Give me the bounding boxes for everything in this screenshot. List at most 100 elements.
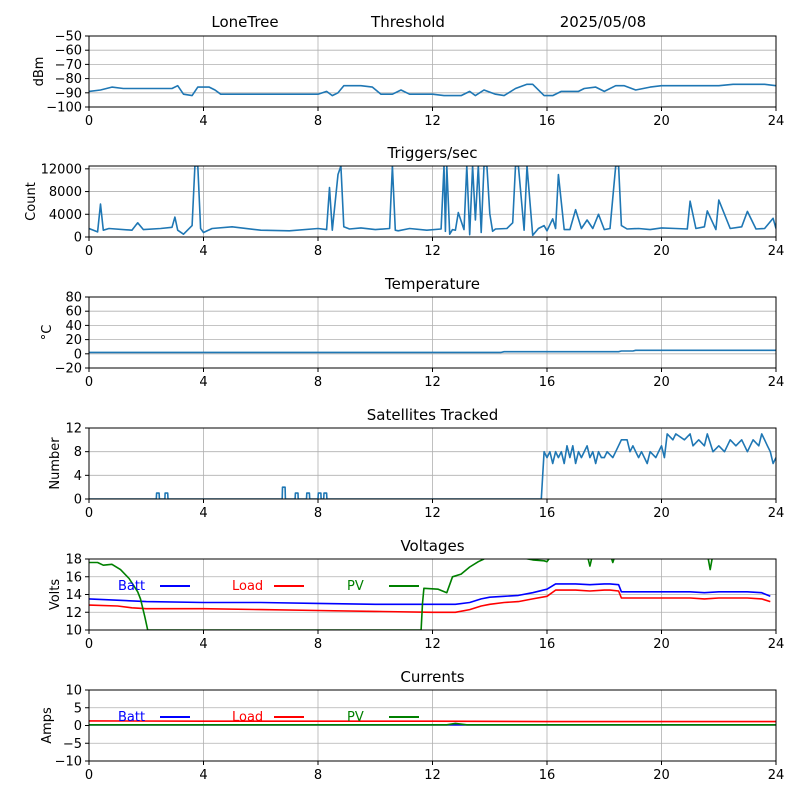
header-mode: Threshold bbox=[370, 13, 445, 31]
x-tick-label: 0 bbox=[85, 244, 93, 259]
panel-5: 0 4 8 12 16 20 24 −10 −5 0 5 10 Currents Amps Batt Load… bbox=[40, 668, 784, 783]
y-tick-label: 4000 bbox=[49, 208, 82, 223]
y-tick-label: 18 bbox=[65, 553, 82, 568]
x-tick-label: 12 bbox=[424, 375, 441, 390]
panel-title: Temperature bbox=[384, 275, 480, 293]
y-tick-label: 20 bbox=[65, 333, 82, 348]
y-tick-label: −50 bbox=[55, 30, 82, 45]
y-axis-label: °C bbox=[40, 325, 55, 341]
x-tick-label: 8 bbox=[314, 114, 322, 129]
y-tick-label: 12000 bbox=[41, 162, 82, 177]
series-line-pv bbox=[89, 559, 713, 630]
x-tick-label: 24 bbox=[768, 637, 785, 652]
panel-0: 0 4 8 12 16 20 24 −100−90−80−70−60−50 dBm bbox=[32, 30, 784, 130]
y-tick-label: 10 bbox=[65, 624, 82, 639]
legend-label-pv: PV bbox=[347, 710, 364, 725]
x-tick-label: 4 bbox=[199, 375, 207, 390]
x-tick-label: 16 bbox=[539, 375, 556, 390]
y-tick-label: −80 bbox=[55, 72, 82, 87]
panel-title: Triggers/sec bbox=[387, 144, 478, 162]
x-tick-label: 0 bbox=[85, 768, 93, 783]
x-tick-label: 8 bbox=[314, 637, 322, 652]
y-tick-label: −100 bbox=[46, 101, 82, 116]
legend-label-load: Load bbox=[232, 710, 263, 725]
x-tick-label: 24 bbox=[768, 506, 785, 521]
x-tick-label: 12 bbox=[424, 244, 441, 259]
x-tick-label: 12 bbox=[424, 768, 441, 783]
y-tick-label: 60 bbox=[65, 305, 82, 320]
x-tick-label: 4 bbox=[199, 114, 207, 129]
x-tick-label: 24 bbox=[768, 114, 785, 129]
x-tick-label: 0 bbox=[85, 375, 93, 390]
x-tick-label: 8 bbox=[314, 375, 322, 390]
x-tick-label: 20 bbox=[653, 768, 670, 783]
panel-title: Voltages bbox=[400, 537, 464, 555]
y-tick-label: −70 bbox=[55, 58, 82, 73]
y-tick-label: 5 bbox=[74, 701, 82, 716]
x-tick-label: 16 bbox=[539, 637, 556, 652]
x-tick-label: 16 bbox=[539, 506, 556, 521]
y-tick-label: 40 bbox=[65, 319, 82, 334]
x-tick-label: 12 bbox=[424, 637, 441, 652]
y-tick-label: 14 bbox=[65, 588, 82, 603]
y-tick-label: 0 bbox=[74, 231, 82, 246]
y-tick-label: −90 bbox=[55, 86, 82, 101]
x-tick-label: 0 bbox=[85, 114, 93, 129]
panel-3: 0 4 8 12 16 20 24 0 4 8 12 Satellites Tracked Number bbox=[48, 406, 784, 521]
series-line-load bbox=[89, 720, 776, 723]
x-tick-label: 4 bbox=[199, 768, 207, 783]
series-line bbox=[89, 433, 776, 499]
x-tick-label: 0 bbox=[85, 506, 93, 521]
y-tick-label: −5 bbox=[63, 737, 82, 752]
x-tick-label: 12 bbox=[424, 114, 441, 129]
legend-label-pv: PV bbox=[347, 579, 364, 594]
x-tick-label: 4 bbox=[199, 244, 207, 259]
y-tick-label: 0 bbox=[74, 493, 82, 508]
x-tick-label: 24 bbox=[768, 768, 785, 783]
y-tick-label: 0 bbox=[74, 347, 82, 362]
x-tick-label: 16 bbox=[539, 114, 556, 129]
legend-label-batt: Batt bbox=[118, 710, 145, 725]
x-tick-label: 4 bbox=[199, 637, 207, 652]
x-tick-label: 8 bbox=[314, 506, 322, 521]
y-tick-label: 8000 bbox=[49, 185, 82, 200]
series-line bbox=[89, 83, 776, 97]
y-tick-label: 4 bbox=[74, 469, 82, 484]
x-tick-label: 20 bbox=[653, 114, 670, 129]
y-tick-label: 10 bbox=[65, 684, 82, 699]
x-tick-label: 8 bbox=[314, 244, 322, 259]
y-tick-label: −10 bbox=[55, 755, 82, 770]
y-axis-label: Number bbox=[48, 437, 63, 490]
x-tick-label: 24 bbox=[768, 375, 785, 390]
panel-1: 0 4 8 12 16 20 24 0 4000 8000 12000 Triggers/sec Cou… bbox=[24, 144, 784, 259]
y-tick-label: −20 bbox=[55, 362, 82, 377]
series-line bbox=[89, 349, 776, 354]
y-axis-label: Amps bbox=[40, 707, 55, 744]
x-tick-label: 16 bbox=[539, 768, 556, 783]
y-axis-label: Volts bbox=[48, 579, 63, 611]
legend-label-batt: Batt bbox=[118, 579, 145, 594]
x-tick-label: 0 bbox=[85, 637, 93, 652]
x-tick-label: 4 bbox=[199, 506, 207, 521]
y-axis-label: dBm bbox=[32, 57, 47, 87]
series-line-load bbox=[89, 589, 771, 614]
y-tick-label: 12 bbox=[65, 606, 82, 621]
y-tick-label: 8 bbox=[74, 445, 82, 460]
x-tick-label: 12 bbox=[424, 506, 441, 521]
x-tick-label: 8 bbox=[314, 768, 322, 783]
y-tick-label: 16 bbox=[65, 570, 82, 585]
x-tick-label: 20 bbox=[653, 244, 670, 259]
y-axis-label: Count bbox=[24, 182, 39, 221]
y-tick-label: 0 bbox=[74, 719, 82, 734]
x-tick-label: 16 bbox=[539, 244, 556, 259]
x-tick-label: 20 bbox=[653, 375, 670, 390]
panel-title: Currents bbox=[400, 668, 464, 686]
series-line-batt bbox=[89, 583, 771, 606]
panel-title: Satellites Tracked bbox=[367, 406, 498, 424]
header-station: LoneTree bbox=[211, 13, 278, 31]
legend-label-load: Load bbox=[232, 579, 263, 594]
